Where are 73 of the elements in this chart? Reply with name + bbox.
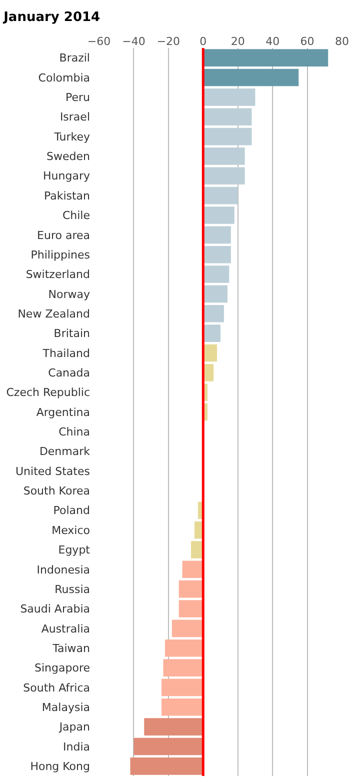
y-tick-label: Canada: [48, 366, 90, 380]
x-tick-label: −20: [156, 34, 180, 48]
bar: [203, 246, 231, 264]
y-tick-label: Thailand: [42, 346, 90, 360]
y-tick-label: Mexico: [52, 524, 90, 537]
y-tick-label: Australia: [41, 622, 90, 636]
bar: [190, 541, 204, 558]
bar: [172, 620, 204, 638]
bar: [134, 738, 204, 756]
x-tick-label: 80: [335, 34, 349, 48]
y-tick-label: Japan: [58, 720, 90, 734]
y-tick-label: Philippines: [30, 248, 90, 262]
y-tick-label: Hungary: [43, 170, 90, 183]
y-tick-label: India: [63, 740, 90, 754]
y-tick-label: Egypt: [58, 544, 91, 557]
bar: [203, 226, 231, 244]
y-tick-label: Poland: [53, 504, 90, 518]
y-tick-label: New Zealand: [18, 307, 90, 320]
bar: [203, 167, 245, 185]
y-tick-label: Sweden: [46, 150, 90, 164]
y-tick-label: Singapore: [34, 662, 90, 675]
bar: [203, 49, 328, 66]
x-tick-label: 0: [200, 34, 207, 48]
y-tick-label: Russia: [54, 582, 90, 596]
y-tick-label: Chile: [62, 209, 90, 222]
y-tick-label: Peru: [65, 91, 90, 104]
bar: [178, 580, 204, 598]
chart-title: January 2014: [2, 10, 100, 25]
bar: [203, 108, 252, 126]
y-tick-label: Turkey: [53, 130, 90, 144]
bar: [164, 639, 204, 657]
y-tick-label: Norway: [48, 288, 90, 301]
bar: [182, 560, 204, 578]
bar: [203, 266, 230, 283]
bar: [203, 324, 220, 342]
bar: [203, 285, 228, 303]
y-tick-label: China: [58, 426, 90, 439]
y-tick-label: Indonesia: [36, 563, 90, 576]
bar: [203, 148, 245, 165]
bar: [163, 659, 204, 676]
y-tick-label: Saudi Arabia: [20, 602, 90, 616]
bar: [178, 600, 204, 618]
bar: [144, 718, 204, 736]
y-tick-label: United States: [16, 464, 90, 478]
x-tick-label: 40: [266, 34, 280, 48]
y-tick-label: South Korea: [23, 484, 90, 498]
bar: [130, 758, 204, 775]
x-tick-label: −40: [122, 34, 146, 48]
bar: [161, 678, 204, 696]
y-tick-label: Brazil: [59, 52, 90, 65]
x-tick-label: 60: [300, 34, 314, 48]
bar: [203, 68, 299, 86]
x-tick-label: 20: [230, 34, 245, 48]
y-tick-label: Malaysia: [42, 700, 90, 714]
y-tick-label: Switzerland: [26, 268, 90, 282]
bar: [203, 206, 234, 224]
y-tick-label: Argentina: [36, 406, 90, 419]
bar: [203, 304, 224, 322]
y-tick-label: South Africa: [23, 681, 90, 694]
y-tick-label: Euro area: [37, 228, 90, 242]
y-tick-label: Pakistan: [44, 189, 90, 202]
bar: [203, 186, 238, 204]
y-tick-label: Colombia: [38, 71, 90, 84]
y-tick-label: Taiwan: [52, 642, 90, 655]
y-tick-label: Czech Republic: [6, 386, 90, 400]
bar: [161, 698, 204, 716]
x-tick-label: −60: [87, 34, 111, 48]
y-tick-label: Denmark: [39, 445, 91, 458]
bar: [203, 88, 256, 106]
bar: [203, 128, 252, 146]
y-tick-label: Hong Kong: [30, 760, 90, 774]
y-tick-label: Britain: [54, 327, 90, 340]
y-tick-label: Israel: [60, 110, 90, 124]
